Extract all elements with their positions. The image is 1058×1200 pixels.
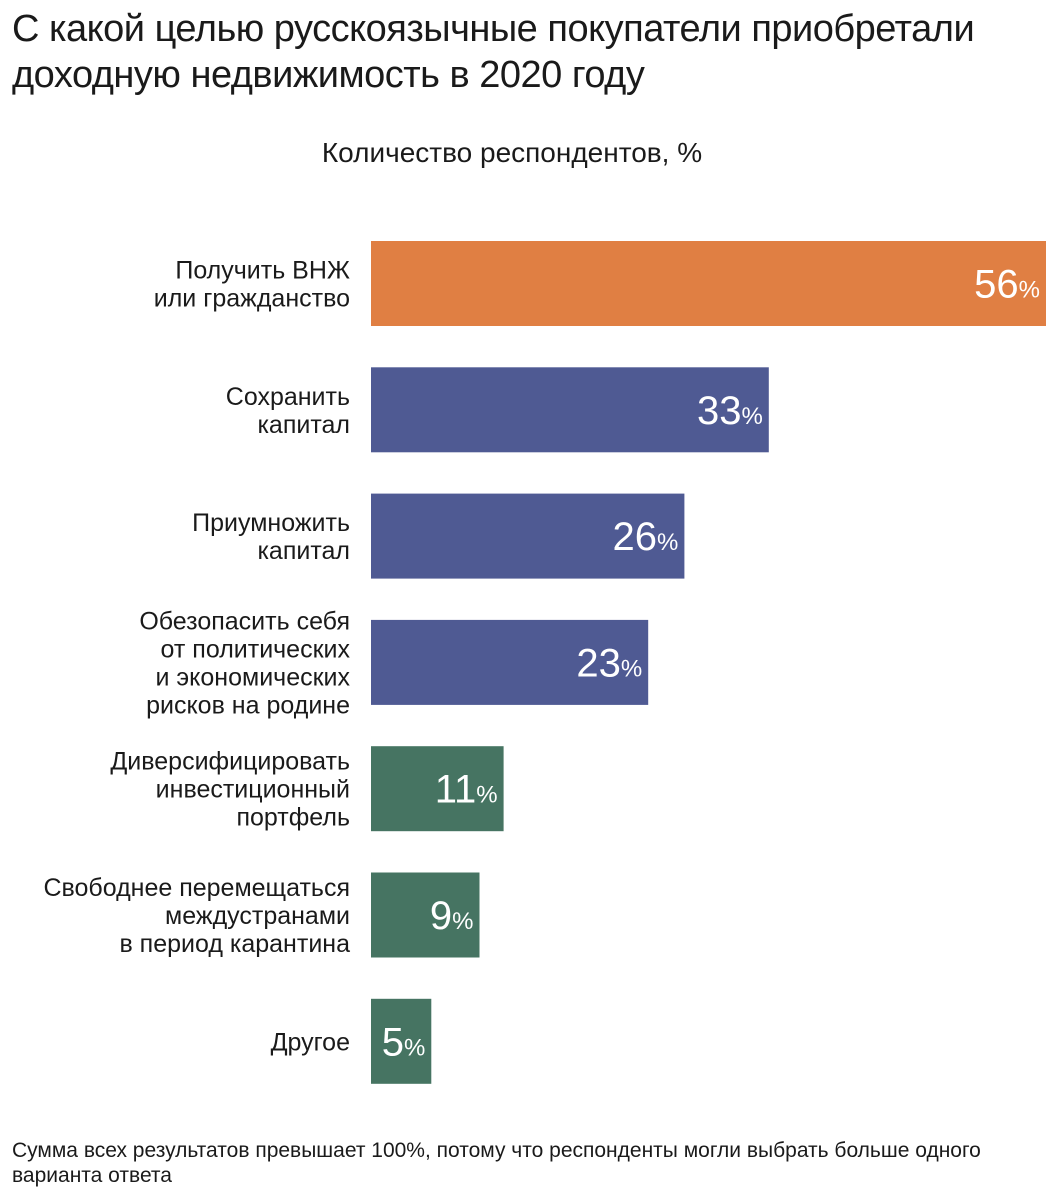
category-label-line: инвестиционный — [156, 776, 350, 804]
category-label-line: Диверсифицировать — [110, 748, 350, 776]
bar-0 — [371, 241, 1046, 326]
category-label-3: Обезопасить себя от политических и экономи… — [139, 607, 350, 719]
category-label-4: Диверсифицировать инвестиционный портфель — [110, 748, 350, 832]
value-label-4: 11% — [435, 768, 498, 812]
category-label-line: капитал — [257, 411, 350, 439]
category-label-6: Другое — [271, 1028, 350, 1056]
value-number: 11 — [435, 768, 477, 812]
bar-3 — [371, 619, 649, 705]
category-label-line: Другое — [271, 1028, 350, 1056]
category-label-line: капитал — [257, 537, 350, 565]
value-unit: % — [476, 782, 497, 809]
value-number: 33 — [697, 389, 742, 433]
category-label-line: или гражданство — [154, 285, 350, 313]
value-label-1: 33% — [697, 389, 763, 433]
category-label-line: Обезопасить себя — [139, 607, 350, 635]
value-label-5: 9% — [430, 894, 474, 938]
category-label-line: портфель — [236, 804, 350, 832]
chart-title: С какой целью русскоязычные покупатели п… — [12, 8, 975, 96]
footnote: Сумма всех результатов превышает 100%, п… — [12, 1139, 981, 1187]
bar-2 — [371, 493, 685, 579]
value-unit: % — [657, 529, 678, 556]
value-labels-group: 56%33%26%23%11%9%5% — [382, 263, 1040, 1065]
category-label-line: Свободнее перемещаться — [43, 874, 350, 902]
value-number: 23 — [576, 641, 621, 685]
category-label-line: междустранами — [165, 902, 350, 930]
category-label-line: рисков на родине — [146, 691, 350, 719]
value-unit: % — [1019, 277, 1040, 304]
value-unit: % — [404, 1034, 425, 1061]
value-label-3: 23% — [576, 641, 642, 685]
bar-4 — [371, 746, 504, 832]
category-label-line: от политических — [161, 635, 351, 663]
category-label-2: Приумножить капитал — [192, 509, 350, 565]
value-label-6: 5% — [382, 1020, 426, 1064]
category-label-line: в период карантина — [119, 930, 350, 958]
bar-6 — [371, 998, 432, 1084]
value-unit: % — [452, 908, 473, 935]
chart-subtitle: Количество респондентов, % — [321, 137, 703, 168]
bar-5 — [371, 872, 480, 958]
value-unit: % — [741, 403, 762, 430]
category-label-line: Сохранить — [226, 383, 350, 411]
value-label-0: 56% — [974, 263, 1040, 307]
value-number: 5 — [382, 1020, 404, 1064]
value-number: 9 — [430, 894, 452, 938]
category-label-line: и экономических — [156, 663, 351, 691]
bar-1 — [371, 367, 769, 453]
value-label-2: 26% — [613, 515, 679, 559]
category-label-1: Сохранить капитал — [226, 383, 350, 439]
value-unit: % — [621, 655, 642, 682]
category-label-line: Приумножить — [192, 509, 350, 537]
value-number: 56 — [974, 263, 1019, 307]
category-label-5: Свободнее перемещаться междустранами в пер… — [43, 874, 350, 958]
value-number: 26 — [613, 515, 658, 559]
category-label-0: Получить ВНЖ или гражданство — [154, 257, 350, 313]
bars-group — [371, 241, 1046, 1084]
category-label-line: Получить ВНЖ — [175, 257, 350, 285]
